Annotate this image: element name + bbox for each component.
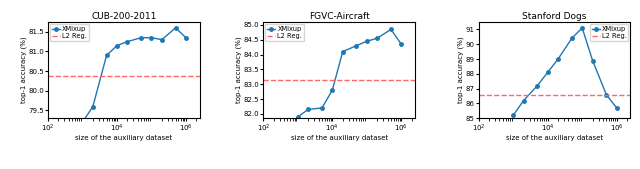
X-axis label: size of the auxiliary dataset: size of the auxiliary dataset [506, 135, 603, 141]
XMixup [397, 43, 405, 45]
XMixup [568, 37, 575, 39]
Legend: XMixup, L2 Reg.: XMixup, L2 Reg. [589, 24, 628, 41]
Line: XMixup: XMixup [81, 26, 188, 124]
XMixup [137, 37, 145, 39]
XMixup [544, 71, 552, 73]
X-axis label: size of the auxiliary dataset: size of the auxiliary dataset [291, 135, 388, 141]
Legend: XMixup, L2 Reg.: XMixup, L2 Reg. [50, 24, 89, 41]
Line: XMixup: XMixup [296, 28, 403, 119]
XMixup [554, 58, 562, 60]
XMixup [103, 54, 111, 56]
XMixup [148, 37, 156, 39]
XMixup [305, 108, 312, 110]
XMixup [318, 107, 326, 109]
XMixup [353, 45, 360, 47]
XMixup [602, 94, 610, 96]
XMixup [363, 40, 371, 42]
L2 Reg. [406, 94, 413, 96]
XMixup [387, 28, 395, 30]
XMixup [509, 114, 517, 116]
Line: XMixup: XMixup [511, 26, 618, 117]
XMixup [182, 37, 190, 39]
XMixup [79, 121, 86, 123]
XMixup [613, 107, 621, 109]
XMixup [339, 51, 346, 53]
XMixup [294, 116, 301, 118]
XMixup [520, 100, 527, 102]
Title: CUB-200-2011: CUB-200-2011 [91, 12, 157, 21]
Y-axis label: top-1 accuracy (%): top-1 accuracy (%) [236, 37, 242, 103]
XMixup [579, 27, 586, 29]
XMixup [172, 27, 179, 29]
Title: FGVC-Aircraft: FGVC-Aircraft [309, 12, 369, 21]
XMixup [89, 105, 97, 107]
Y-axis label: top-1 accuracy (%): top-1 accuracy (%) [20, 37, 27, 103]
XMixup [158, 39, 166, 41]
L2 Reg. [191, 79, 198, 81]
XMixup [589, 59, 596, 62]
XMixup [124, 41, 131, 43]
XMixup [373, 37, 381, 39]
X-axis label: size of the auxiliary dataset: size of the auxiliary dataset [76, 135, 172, 141]
Title: Stanford Dogs: Stanford Dogs [522, 12, 587, 21]
XMixup [534, 85, 541, 87]
Legend: XMixup, L2 Reg.: XMixup, L2 Reg. [266, 24, 304, 41]
XMixup [113, 45, 121, 47]
Y-axis label: top-1 accuracy (%): top-1 accuracy (%) [458, 37, 464, 103]
XMixup [328, 89, 336, 91]
